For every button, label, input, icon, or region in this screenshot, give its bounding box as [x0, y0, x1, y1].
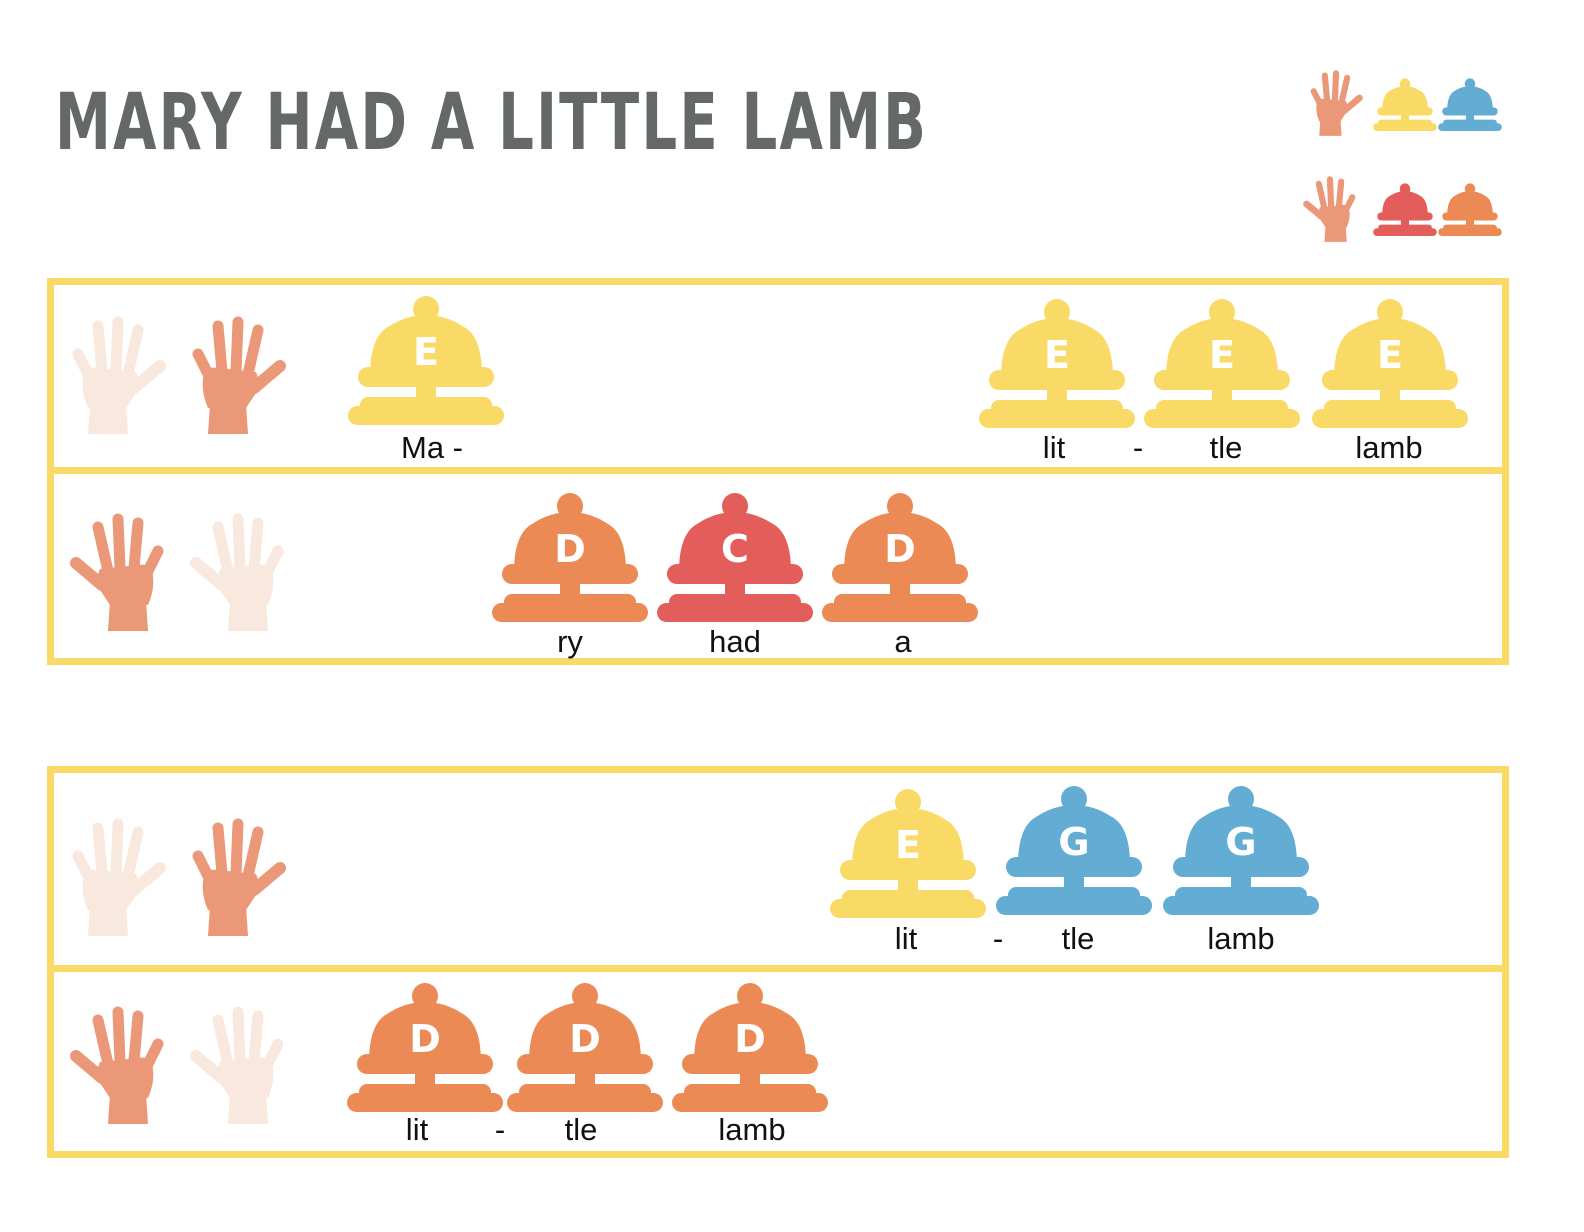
right-hand-icon	[188, 818, 288, 938]
legend-bell-D-icon	[1438, 183, 1502, 236]
note-letter: C	[721, 527, 749, 571]
lyric-syllable: tle	[1209, 430, 1243, 465]
legend-bell-E-icon	[1373, 78, 1437, 131]
bell-D-button[interactable]: D	[672, 982, 828, 1112]
lyric-syllable: tle	[564, 1112, 598, 1147]
bell-G-button[interactable]: G	[1163, 785, 1319, 915]
note-letter: D	[884, 527, 916, 571]
bell-D-button[interactable]: D	[507, 982, 663, 1112]
bell-E-button[interactable]: E	[1312, 298, 1468, 428]
lyric-syllable: -	[992, 921, 1004, 956]
note-letter: D	[554, 527, 586, 571]
bell-E-button[interactable]: E	[1144, 298, 1300, 428]
lyric-syllable: -	[494, 1112, 506, 1147]
note-letter: E	[1044, 333, 1070, 377]
right-hand-icon	[188, 316, 288, 436]
bell-C-button[interactable]: C	[657, 492, 813, 622]
left-hand-icon	[68, 316, 168, 436]
note-letter: D	[409, 1017, 441, 1061]
bell-E-button[interactable]: E	[830, 788, 986, 918]
lyric-syllable: lit	[1042, 430, 1066, 465]
lyric-syllable: -	[1132, 430, 1144, 465]
lyric-syllable: lit	[894, 921, 918, 956]
right-hand-icon	[188, 1006, 288, 1126]
page-title: MARY HAD A LITTLE LAMB	[55, 78, 929, 168]
left-hand-icon	[68, 1006, 168, 1126]
note-letter: E	[1377, 333, 1403, 377]
note-letter: D	[569, 1017, 601, 1061]
note-letter: E	[1209, 333, 1235, 377]
bell-D-button[interactable]: D	[822, 492, 978, 622]
note-letter: G	[1058, 820, 1089, 864]
bell-D-button[interactable]: D	[347, 982, 503, 1112]
bell-E-button[interactable]: E	[348, 295, 504, 425]
left-hand-icon	[68, 513, 168, 633]
lyric-syllable: lit	[405, 1112, 429, 1147]
lyric-syllable: had	[709, 624, 761, 659]
lyric-syllable: tle	[1061, 921, 1095, 956]
lyric-syllable: lamb	[1207, 921, 1275, 956]
left-hand-icon	[68, 818, 168, 938]
legend-right-hand-icon	[1308, 70, 1364, 137]
note-letter: E	[895, 823, 921, 867]
row-divider	[54, 965, 1502, 972]
note-letter: G	[1225, 820, 1256, 864]
legend-bell-C-icon	[1373, 183, 1437, 236]
song-panel-1	[47, 278, 1509, 665]
lyric-syllable: Ma -	[401, 430, 463, 465]
song-panel-2	[47, 766, 1509, 1158]
right-hand-icon	[188, 513, 288, 633]
bell-G-button[interactable]: G	[996, 785, 1152, 915]
row-divider	[54, 467, 1502, 474]
lyric-syllable: lamb	[718, 1112, 786, 1147]
bell-E-button[interactable]: E	[979, 298, 1135, 428]
legend-left-hand-icon	[1302, 176, 1358, 243]
bell-D-button[interactable]: D	[492, 492, 648, 622]
lyric-syllable: ry	[557, 624, 583, 659]
lyric-syllable: lamb	[1355, 430, 1423, 465]
lyric-syllable: a	[894, 624, 912, 659]
legend-bell-G-icon	[1438, 78, 1502, 131]
note-letter: E	[413, 330, 439, 374]
note-letter: D	[734, 1017, 766, 1061]
